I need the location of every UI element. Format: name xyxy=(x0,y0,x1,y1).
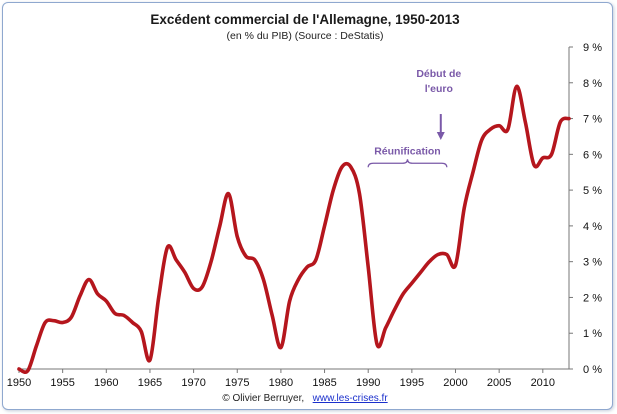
annotation-layer: Réunification Début de l'euro xyxy=(367,68,461,168)
series-line xyxy=(17,84,571,374)
x-tick-label: 1975 xyxy=(225,377,249,389)
x-tick-label: 1960 xyxy=(94,377,118,389)
x-tick-label: 1955 xyxy=(50,377,74,389)
chart-title: Excédent commercial de l'Allemagne, 1950… xyxy=(150,12,460,27)
x-tick-label: 1950 xyxy=(7,377,31,389)
chart-frame: Excédent commercial de l'Allemagne, 1950… xyxy=(2,2,613,410)
x-tick-label: 1980 xyxy=(269,377,293,389)
euro-label-line: Début de xyxy=(416,68,461,80)
y-tick-label: 8 % xyxy=(583,78,602,90)
x-tick-label: 1995 xyxy=(400,377,424,389)
euro-arrow-head xyxy=(436,132,445,141)
reunification-label: Réunification xyxy=(374,145,441,157)
x-tick-label: 1985 xyxy=(312,377,336,389)
x-axis-ticks: 1950 1955 1960 1965 1970 1975 1980 1985 1990 1995… xyxy=(7,369,555,389)
euro-label-line: l'euro xyxy=(425,83,453,95)
reunification-bracket xyxy=(367,159,448,168)
chart-svg: Excédent commercial de l'Allemagne, 1950… xyxy=(7,12,602,405)
series-layer xyxy=(17,84,571,374)
x-tick-label: 1970 xyxy=(181,377,205,389)
y-tick-label: 1 % xyxy=(583,328,602,340)
chart-subtitle: (en % du PIB) (Source : DeStatis) xyxy=(227,30,384,42)
credit-link[interactable]: www.les-crises.fr xyxy=(312,393,389,404)
y-tick-label: 6 % xyxy=(583,149,602,161)
x-tick-label: 1965 xyxy=(138,377,162,389)
x-tick-label: 2005 xyxy=(487,377,511,389)
y-tick-label: 2 % xyxy=(583,292,602,304)
y-tick-label: 9 % xyxy=(583,42,602,54)
credit-text: © Olivier Berruyer, xyxy=(222,393,304,404)
y-axis-ticks: 0 % 1 % 2 % 3 % 4 % 5 % 6 % 7 % 8 % 9 % xyxy=(569,42,602,376)
y-tick-label: 0 % xyxy=(583,364,602,376)
y-tick-label: 5 % xyxy=(583,185,602,197)
credit-line: © Olivier Berruyer, www.les-crises.fr xyxy=(222,388,388,405)
y-tick-label: 7 % xyxy=(583,114,602,126)
x-tick-label: 2010 xyxy=(531,377,555,389)
x-tick-label: 2000 xyxy=(443,377,467,389)
y-tick-label: 4 % xyxy=(583,221,602,233)
x-tick-label: 1990 xyxy=(356,377,380,389)
y-tick-label: 3 % xyxy=(583,257,602,269)
